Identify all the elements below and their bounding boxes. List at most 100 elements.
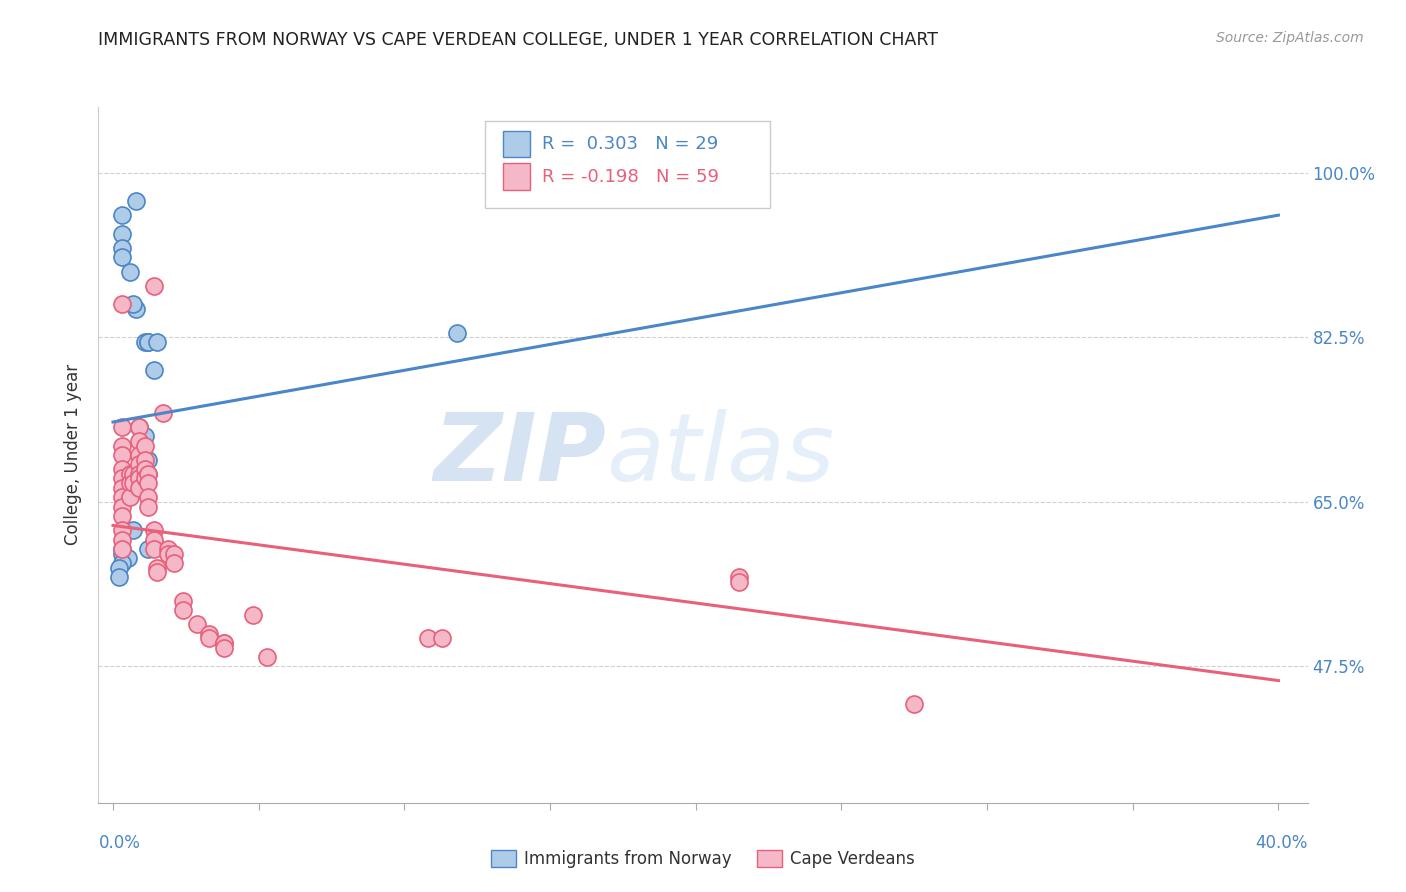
Point: [111, 251, 134, 265]
Point: [120, 264, 142, 278]
Point: [122, 476, 145, 491]
Point: [157, 547, 180, 561]
Point: [120, 476, 142, 491]
Point: [134, 476, 156, 491]
Point: [128, 419, 150, 434]
FancyBboxPatch shape: [503, 131, 530, 157]
Point: [152, 406, 174, 420]
Point: [111, 509, 134, 524]
Point: [111, 419, 134, 434]
Point: [111, 541, 134, 556]
Point: [111, 523, 134, 537]
Point: [128, 481, 150, 495]
Point: [120, 481, 142, 495]
Text: atlas: atlas: [606, 409, 835, 500]
Point: [198, 632, 221, 646]
Point: [136, 335, 159, 350]
Point: [120, 490, 142, 504]
Point: [125, 302, 148, 317]
Point: [446, 326, 468, 340]
Point: [111, 241, 134, 255]
Point: [108, 560, 131, 574]
Point: [134, 452, 156, 467]
Point: [256, 650, 278, 665]
Point: [111, 490, 134, 504]
Point: [432, 632, 454, 646]
Point: [111, 208, 134, 222]
Point: [136, 467, 159, 481]
Point: [142, 541, 165, 556]
Point: [134, 429, 156, 443]
Point: [163, 547, 186, 561]
Point: [242, 607, 264, 622]
Point: [145, 560, 167, 574]
Text: R =  0.303   N = 29: R = 0.303 N = 29: [543, 135, 718, 153]
Point: [142, 533, 165, 547]
Point: [172, 603, 194, 617]
Point: [728, 570, 751, 584]
Point: [111, 556, 134, 570]
Point: [136, 467, 159, 481]
Point: [122, 297, 145, 311]
Point: [145, 566, 167, 580]
Point: [122, 467, 145, 481]
Text: 0.0%: 0.0%: [98, 834, 141, 852]
Point: [142, 523, 165, 537]
Point: [111, 438, 134, 452]
Point: [128, 448, 150, 462]
Point: [136, 541, 159, 556]
Point: [212, 636, 235, 650]
Point: [122, 523, 145, 537]
Point: [212, 640, 235, 655]
Text: Source: ZipAtlas.com: Source: ZipAtlas.com: [1216, 31, 1364, 45]
FancyBboxPatch shape: [485, 121, 769, 208]
Point: [134, 462, 156, 476]
Point: [128, 434, 150, 448]
Point: [128, 471, 150, 485]
Point: [198, 626, 221, 640]
Point: [142, 278, 165, 293]
Point: [142, 363, 165, 377]
Point: [108, 570, 131, 584]
Point: [111, 462, 134, 476]
Point: [111, 481, 134, 495]
Point: [136, 335, 159, 350]
Point: [117, 551, 139, 566]
Point: [128, 419, 150, 434]
Point: [136, 452, 159, 467]
Point: [163, 556, 186, 570]
Point: [728, 156, 751, 170]
Point: [136, 490, 159, 504]
Point: [125, 194, 148, 208]
Point: [111, 500, 134, 514]
Point: [128, 467, 150, 481]
Point: [111, 297, 134, 311]
Y-axis label: College, Under 1 year: College, Under 1 year: [65, 364, 83, 546]
Text: 40.0%: 40.0%: [1256, 834, 1308, 852]
Point: [111, 227, 134, 241]
Point: [157, 541, 180, 556]
Point: [172, 593, 194, 607]
Point: [111, 471, 134, 485]
Point: [111, 547, 134, 561]
Text: IMMIGRANTS FROM NORWAY VS CAPE VERDEAN COLLEGE, UNDER 1 YEAR CORRELATION CHART: IMMIGRANTS FROM NORWAY VS CAPE VERDEAN C…: [98, 31, 938, 49]
Point: [111, 541, 134, 556]
Point: [120, 467, 142, 481]
Point: [728, 574, 751, 589]
Point: [111, 448, 134, 462]
Point: [136, 500, 159, 514]
Point: [134, 438, 156, 452]
Point: [134, 471, 156, 485]
Point: [145, 335, 167, 350]
Point: [128, 458, 150, 472]
Point: [186, 617, 208, 632]
Point: [903, 697, 925, 711]
Point: [212, 636, 235, 650]
Point: [136, 476, 159, 491]
Text: R = -0.198   N = 59: R = -0.198 N = 59: [543, 168, 720, 186]
Point: [111, 533, 134, 547]
Point: [134, 335, 156, 350]
Legend: Immigrants from Norway, Cape Verdeans: Immigrants from Norway, Cape Verdeans: [484, 843, 922, 874]
Point: [416, 632, 439, 646]
FancyBboxPatch shape: [503, 163, 530, 190]
